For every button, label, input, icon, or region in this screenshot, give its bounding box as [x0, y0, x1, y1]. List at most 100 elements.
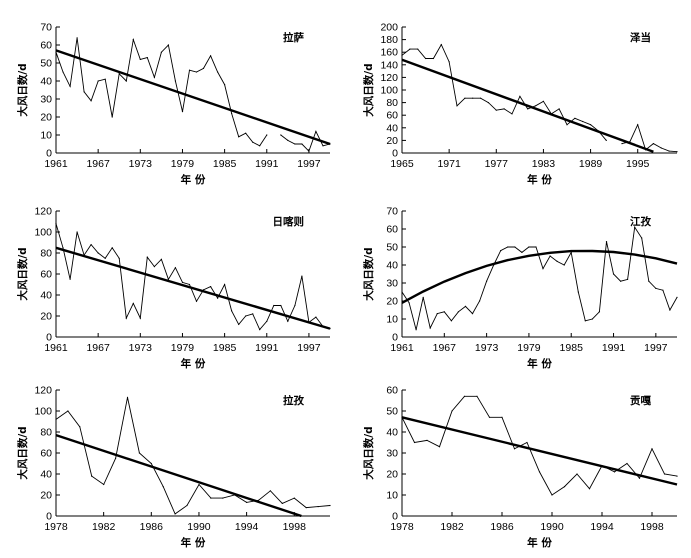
data-point	[526, 441, 528, 444]
data-point	[160, 258, 162, 260]
data-point	[301, 275, 303, 277]
y-tick-label: 10	[40, 130, 52, 142]
data-point	[146, 256, 148, 258]
chart-panel-gongga: 0 10 20 30 40 50 60 1978 1982 1986 1990 1994 1998 贡嘎年…	[362, 385, 678, 549]
x-tick-label: 1961	[44, 158, 68, 170]
data-point	[188, 69, 191, 71]
data-point	[450, 320, 452, 322]
x-axis-title: 年 份	[181, 357, 206, 370]
data-series-line	[401, 43, 678, 153]
data-point	[266, 134, 268, 136]
data-point	[648, 280, 650, 282]
chart-panel-lasa: 0 10 20 30 40 50 60 70 1961 1967 1973 1979 1985 1991 1…	[16, 22, 331, 186]
y-tick-label: 60	[40, 40, 52, 52]
data-point	[202, 67, 205, 69]
data-point	[641, 237, 643, 239]
data-point	[486, 280, 488, 282]
data-point	[146, 57, 148, 59]
data-point	[287, 139, 289, 141]
x-tick-label: 1989	[579, 158, 603, 170]
y-tick-label: 60	[40, 448, 52, 460]
data-point	[224, 283, 226, 286]
y-tick-label: 70	[386, 206, 398, 218]
data-point	[521, 251, 523, 253]
data-point	[76, 231, 78, 233]
x-tick-label: 1982	[92, 521, 116, 533]
x-axis-title: 年 份	[527, 536, 552, 549]
data-point	[252, 141, 254, 143]
y-tick-label: 80	[386, 97, 398, 109]
y-tick-label: 30	[386, 278, 398, 290]
trend-line	[401, 58, 654, 153]
data-point	[308, 150, 310, 152]
data-point	[125, 80, 127, 82]
data-series-line	[55, 397, 331, 515]
data-point	[598, 311, 601, 313]
data-point	[139, 58, 141, 61]
data-point	[210, 55, 212, 57]
data-point	[115, 457, 117, 459]
data-point	[139, 317, 141, 319]
data-point	[558, 108, 560, 110]
data-point	[443, 311, 445, 313]
data-point	[287, 320, 289, 322]
y-tick-label: 10	[386, 490, 398, 502]
data-point	[210, 497, 212, 499]
data-point	[669, 309, 671, 311]
data-point	[315, 130, 317, 132]
data-point	[266, 320, 268, 322]
x-tick-label: 1982	[440, 521, 464, 533]
data-point	[83, 91, 85, 93]
x-axis-title: 年 份	[181, 536, 206, 549]
data-series-line	[55, 37, 331, 153]
data-point	[67, 410, 69, 412]
y-tick-label: 0	[46, 332, 52, 344]
x-tick-label: 1998	[640, 521, 664, 533]
data-point	[549, 255, 551, 257]
x-tick-label: 1990	[187, 521, 211, 533]
data-point	[476, 395, 478, 397]
x-tick-label: 1961	[44, 342, 68, 354]
data-point	[186, 504, 188, 507]
x-tick-label: 1973	[475, 342, 499, 354]
data-point	[280, 134, 282, 136]
y-tick-label: 0	[392, 332, 398, 344]
data-point	[252, 313, 254, 315]
data-point	[576, 473, 578, 475]
x-tick-label: 1985	[213, 158, 237, 170]
data-point	[174, 80, 176, 82]
x-tick-label: 1986	[140, 521, 164, 533]
data-point	[535, 246, 537, 248]
data-point	[153, 76, 155, 78]
data-point	[463, 395, 466, 397]
data-point	[62, 247, 64, 249]
data-point	[495, 109, 497, 111]
data-point	[245, 315, 247, 317]
data-point	[514, 246, 516, 248]
y-tick-label: 180	[380, 34, 398, 46]
data-point	[507, 246, 509, 248]
x-axis-title: 年 份	[181, 173, 206, 186]
data-point	[500, 250, 502, 252]
data-point	[91, 475, 93, 477]
data-point	[588, 488, 591, 490]
data-point	[605, 139, 607, 141]
x-tick-label: 1967	[433, 342, 457, 354]
chart-panel-lazi: 0 20 40 60 80 100 120 1978 1982 1986 1990 1994 1998 拉…	[16, 385, 331, 549]
y-tick-label: 40	[386, 260, 398, 272]
data-point	[210, 286, 212, 288]
y-tick-label: 120	[34, 206, 52, 218]
y-tick-label: 0	[46, 511, 52, 523]
y-axis-title: 大风日数/d	[16, 63, 29, 116]
data-point	[448, 61, 450, 63]
x-tick-label: 1994	[235, 521, 259, 533]
x-tick-label: 1967	[86, 342, 110, 354]
x-tick-label: 1979	[171, 158, 195, 170]
data-point	[663, 473, 666, 475]
data-point	[638, 477, 641, 479]
data-point	[426, 439, 428, 441]
data-point	[451, 410, 453, 412]
y-axis-title: 大风日数/d	[362, 63, 375, 116]
data-point	[566, 124, 568, 126]
